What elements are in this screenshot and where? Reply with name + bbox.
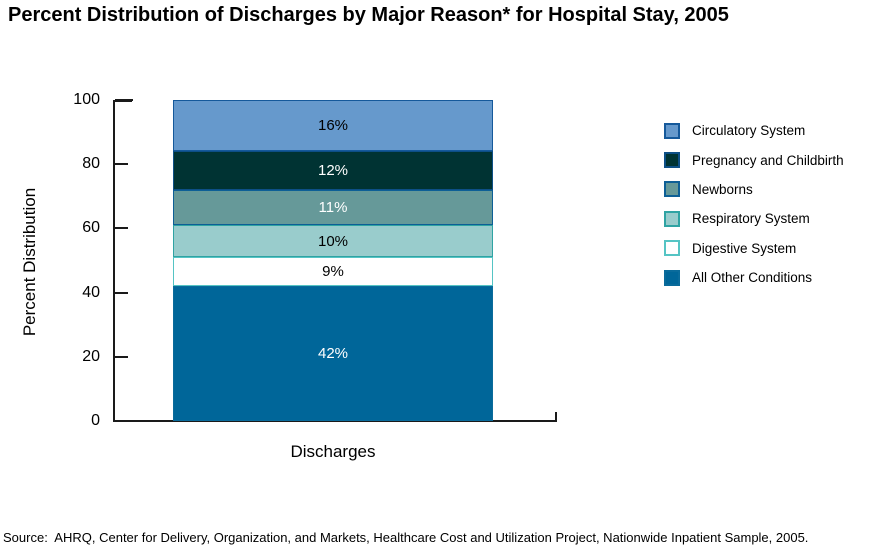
legend-label: Newborns [692, 181, 753, 197]
y-tick-label: 40 [82, 283, 100, 301]
y-tick [115, 227, 128, 230]
y-tick [115, 291, 128, 294]
y-tick-label: 20 [82, 347, 100, 365]
segment-data-label: 11% [318, 199, 348, 217]
segment-data-label: 9% [322, 263, 344, 281]
bar-segment: 9% [173, 257, 493, 287]
legend-swatch [664, 269, 680, 286]
legend-swatch [664, 122, 680, 139]
legend-item: Respiratory System [664, 204, 844, 233]
bar-segment: 16% [173, 100, 493, 152]
legend-swatch [664, 210, 680, 227]
bar-segment: 11% [173, 189, 493, 226]
chart-title: Percent Distribution of Discharges by Ma… [8, 4, 729, 26]
segment-data-label: 12% [317, 162, 349, 180]
y-axis-title: Percent Distribution [20, 187, 39, 337]
x-axis-title: Discharges [290, 442, 376, 461]
legend-swatch [664, 181, 680, 198]
y-tick [115, 163, 128, 166]
legend-label: Respiratory System [692, 211, 810, 227]
y-tick-label: 100 [73, 91, 100, 108]
y-tick-label: 0 [91, 412, 100, 429]
legend-label: Circulatory System [692, 123, 806, 139]
y-axis-line [113, 100, 115, 422]
segment-data-label: 16% [317, 117, 349, 135]
legend-item: All Other Conditions [664, 263, 844, 292]
y-tick [115, 99, 133, 101]
legend-item: Newborns [664, 175, 844, 204]
legend-swatch [664, 240, 680, 257]
legend: Circulatory System Pregnancy and Childbir… [664, 116, 844, 292]
legend-label: All Other Conditions [692, 270, 813, 286]
x-axis-line [113, 420, 557, 422]
legend-label: Digestive System [692, 240, 797, 256]
y-tick-label: 60 [82, 219, 100, 237]
y-tick [115, 355, 128, 358]
legend-item: Pregnancy and Childbirth [664, 145, 844, 174]
stacked-bar: 16% 12% 11% 10% 9% 42% [173, 100, 493, 421]
bar-segment: 42% [173, 286, 493, 421]
legend-swatch [664, 152, 680, 169]
y-axis-top-arm [113, 100, 132, 102]
y-tick-label: 80 [82, 155, 100, 173]
x-axis-end-tick [555, 412, 557, 421]
legend-item: Circulatory System [664, 116, 844, 145]
bar-segment: 10% [173, 225, 493, 258]
legend-item: Digestive System [664, 234, 844, 263]
legend-label: Pregnancy and Childbirth [692, 152, 844, 168]
bar-segment: 12% [173, 151, 493, 190]
segment-data-label: 42% [317, 345, 349, 363]
source-note: Source: AHRQ, Center for Delivery, Organ… [3, 530, 809, 545]
segment-data-label: 10% [317, 232, 349, 250]
